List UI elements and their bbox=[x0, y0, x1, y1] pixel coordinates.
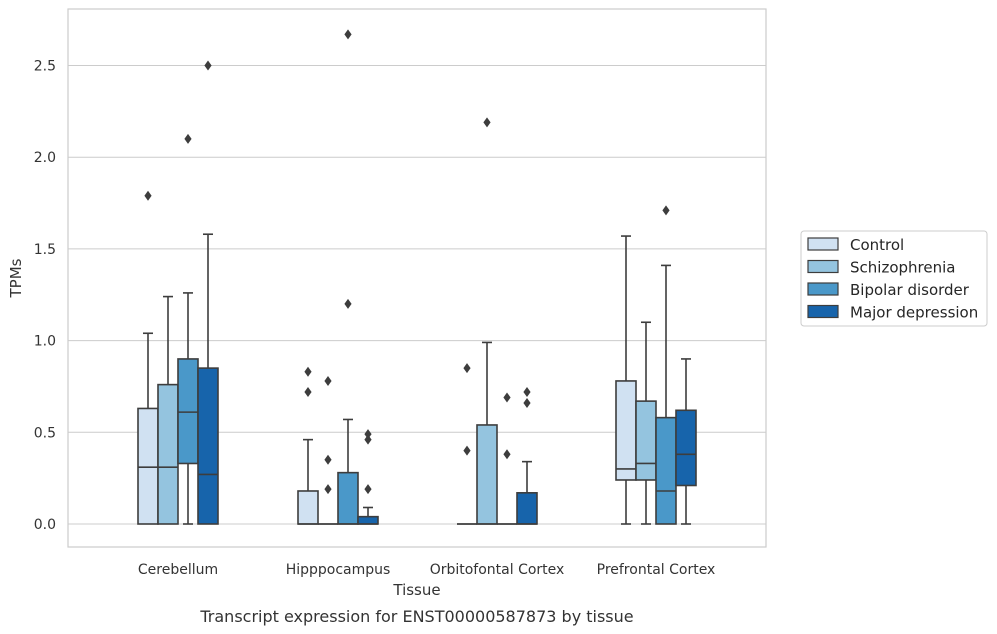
box-bipolar-disorder bbox=[337, 418, 359, 525]
box-major-depression bbox=[675, 358, 697, 525]
box-body bbox=[357, 515, 379, 525]
outlier-point bbox=[364, 429, 372, 440]
outlier-point bbox=[523, 397, 531, 408]
legend-swatch bbox=[807, 237, 839, 251]
x-tick-label: Hipppocampus bbox=[286, 562, 391, 578]
box-major-depression bbox=[516, 460, 538, 525]
legend-swatch bbox=[807, 282, 839, 296]
outlier-point bbox=[324, 454, 332, 465]
fliers bbox=[144, 29, 670, 495]
y-tick-label: 1.0 bbox=[34, 334, 56, 350]
x-axis-label: Tissue bbox=[392, 581, 440, 599]
outlier-point bbox=[503, 449, 511, 460]
outlier-point bbox=[344, 29, 352, 40]
box-body bbox=[137, 407, 159, 525]
y-tick-label: 2.0 bbox=[34, 150, 56, 166]
legend: Control Schizophrenia Bipolar disorder Majo… bbox=[800, 230, 988, 327]
box-schizophrenia bbox=[476, 341, 498, 525]
outlier-point bbox=[324, 375, 332, 386]
outlier-point bbox=[304, 386, 312, 397]
outlier-point bbox=[304, 366, 312, 377]
outlier-point bbox=[364, 484, 372, 495]
chart-caption: Transcript expression for ENST0000058787… bbox=[199, 607, 633, 626]
box-schizophrenia bbox=[157, 295, 179, 525]
box-bipolar-disorder bbox=[177, 292, 199, 525]
box-control bbox=[615, 235, 637, 525]
y-axis-label: TPMs bbox=[7, 258, 25, 298]
y-tick-label: 2.5 bbox=[34, 59, 56, 75]
box-major-depression bbox=[357, 506, 379, 525]
box-body bbox=[177, 358, 199, 465]
legend-label: Major depression bbox=[850, 304, 978, 322]
x-tick-label: Cerebellum bbox=[138, 562, 218, 578]
legend-label: Control bbox=[850, 236, 904, 254]
legend-label: Bipolar disorder bbox=[850, 281, 970, 299]
outlier-point bbox=[503, 392, 511, 403]
box-body bbox=[655, 416, 677, 525]
box-body bbox=[297, 490, 319, 525]
boxes bbox=[137, 233, 697, 525]
y-tick-label: 1.5 bbox=[34, 242, 56, 258]
box-body bbox=[516, 492, 538, 525]
y-ticks: 0.0 0.5 1.0 1.5 2.0 2.5 bbox=[34, 59, 56, 534]
box-body bbox=[157, 383, 179, 525]
x-tick-label: Prefrontal Cortex bbox=[597, 562, 716, 578]
outlier-point bbox=[184, 133, 192, 144]
legend-swatch bbox=[807, 259, 839, 274]
legend-label: Schizophrenia bbox=[850, 259, 955, 277]
box-schizophrenia bbox=[635, 321, 657, 525]
box-control bbox=[137, 332, 159, 525]
box-bipolar-disorder bbox=[655, 264, 677, 525]
y-tick-label: 0.5 bbox=[34, 425, 56, 441]
x-ticks: Cerebellum Hipppocampus Orbitofontal Corte… bbox=[138, 562, 715, 578]
legend-swatch bbox=[807, 304, 839, 319]
box-body bbox=[476, 424, 498, 525]
outlier-point bbox=[344, 298, 352, 309]
outlier-point bbox=[463, 445, 471, 456]
y-tick-label: 0.0 bbox=[34, 517, 56, 533]
outlier-point bbox=[662, 205, 670, 216]
box-body bbox=[337, 471, 359, 525]
outlier-point bbox=[483, 117, 491, 128]
x-tick-label: Orbitofontal Cortex bbox=[430, 562, 565, 578]
box-body bbox=[197, 367, 219, 525]
outlier-point bbox=[463, 363, 471, 374]
outlier-point bbox=[144, 190, 152, 201]
box-control bbox=[297, 438, 319, 525]
legend-frame bbox=[800, 230, 988, 327]
box-major-depression bbox=[197, 233, 219, 525]
outlier-point bbox=[324, 484, 332, 495]
box-body bbox=[675, 409, 697, 487]
outlier-point bbox=[523, 386, 531, 397]
outlier-point bbox=[204, 60, 212, 71]
box-body bbox=[615, 380, 637, 481]
outlier-point bbox=[364, 434, 372, 445]
box-body bbox=[635, 400, 657, 481]
plot-area-frame bbox=[67, 8, 767, 548]
